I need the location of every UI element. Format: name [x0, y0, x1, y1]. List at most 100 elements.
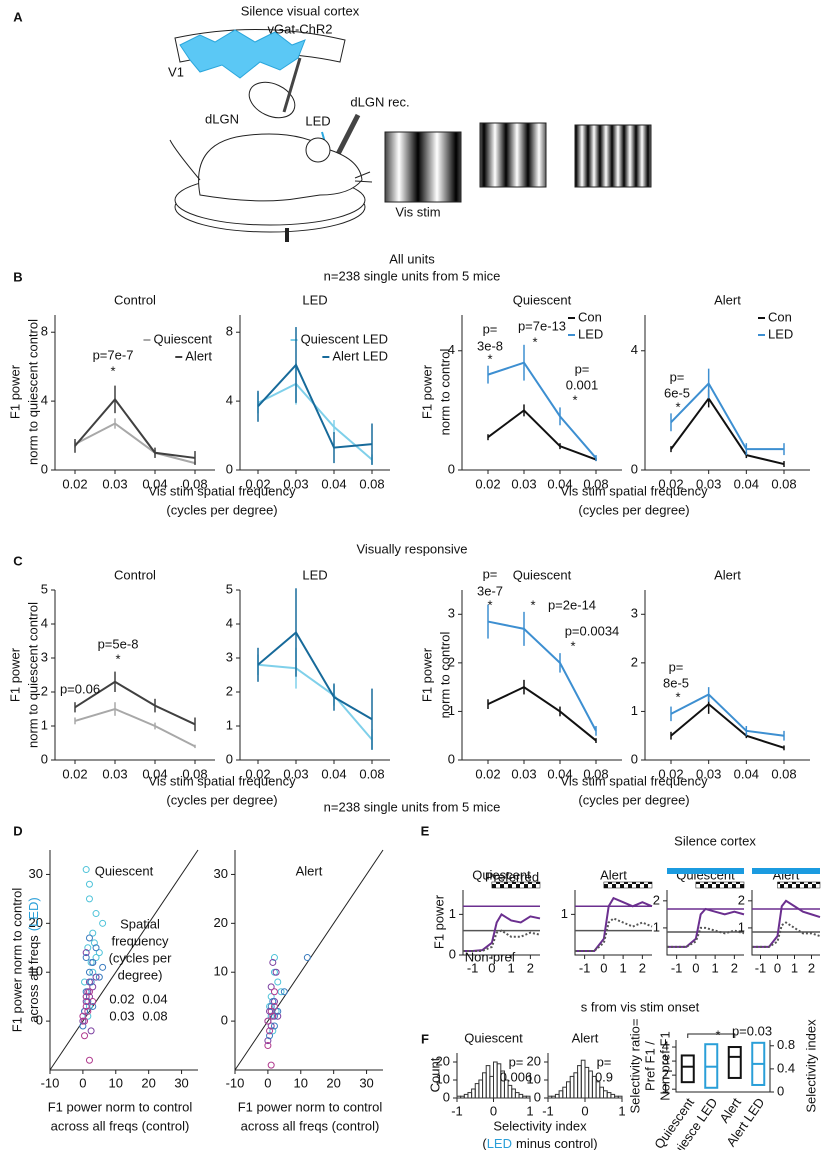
x-tick-label: 1	[791, 960, 798, 975]
chart-title: LED	[302, 567, 327, 582]
scatter-point	[269, 1027, 277, 1035]
scatter-point	[81, 978, 89, 986]
y-tick-label: 0	[221, 1013, 228, 1028]
series-line	[74, 397, 196, 459]
histogram-bar	[566, 1081, 571, 1099]
legend-label: Quiescent	[153, 331, 212, 346]
series-line	[670, 396, 785, 466]
axis-line	[751, 890, 820, 956]
x-tick-label: 0.03	[102, 476, 127, 491]
x-tick-label: 2	[639, 960, 646, 975]
axis-label: across all freqs (control)	[241, 1118, 380, 1133]
scatter-point	[99, 963, 107, 971]
histogram-bar	[588, 1070, 593, 1099]
axis-label: (cycles per degree)	[166, 792, 277, 807]
axis-label: F1 power norm to control	[9, 888, 24, 1033]
x-tick-label: 30	[174, 1075, 188, 1090]
x-tick-label: -1	[755, 960, 767, 975]
y-tick-label: 0	[41, 461, 48, 476]
axis-label: F1 power	[419, 364, 434, 419]
annotation: *	[532, 334, 537, 349]
y-tick-label: 2	[448, 654, 455, 669]
scatter-point	[266, 1032, 274, 1040]
axis-label: norm to control	[437, 632, 452, 719]
axis-label: F1 power	[419, 647, 434, 702]
histogram-bar	[482, 1072, 487, 1099]
y-tick-label: 2	[226, 683, 233, 698]
legend-label: 0.04	[142, 991, 167, 1006]
y-tick-label: 0	[443, 1089, 450, 1104]
legend-label: 0.08	[142, 1008, 167, 1023]
histogram-bar	[603, 1090, 608, 1099]
series-line	[257, 382, 373, 461]
scatter-point	[264, 1042, 272, 1050]
x-tick-label: 1	[618, 1103, 625, 1118]
panel-letter: B	[13, 269, 22, 284]
scatter-point	[89, 983, 97, 991]
axis-line	[462, 890, 540, 956]
axis-label: frequency	[111, 933, 169, 948]
axis-label: norm to quiescent control	[25, 319, 40, 465]
axis-label: across all freqs (control)	[51, 1118, 190, 1133]
y-tick-label: 2	[662, 1067, 669, 1082]
axis-label: Selectivity index	[803, 1019, 818, 1113]
axis-line	[666, 890, 744, 956]
x-tick-label: 1	[620, 960, 627, 975]
y-tick-label: 1	[449, 906, 456, 921]
x-tick-label: 0.04	[321, 766, 346, 781]
x-tick-label: 0.08	[771, 766, 796, 781]
series-line	[487, 685, 597, 742]
y-tick-label: 10	[29, 964, 43, 979]
y-tick-label: 1	[561, 906, 568, 921]
scatter-point	[270, 1002, 278, 1010]
axis-label-part: (	[482, 1136, 487, 1150]
legend-label: LED	[578, 326, 603, 341]
scatter-point	[85, 934, 93, 942]
annotation: 6e-5	[664, 385, 690, 400]
scatter-point	[79, 1012, 87, 1020]
y-tick-label: 4	[448, 342, 455, 357]
x-tick-label: -1	[579, 960, 591, 975]
scatter-point	[85, 988, 93, 996]
x-tick-label: 0	[692, 960, 699, 975]
y-tick-label: 0	[448, 751, 455, 766]
y-tick-label: 3	[662, 1053, 669, 1068]
histogram-bar	[614, 1095, 619, 1099]
y-tick-label: 1	[653, 919, 660, 934]
y-tick-label: 0.8	[777, 1037, 795, 1052]
scatter-point	[270, 988, 278, 996]
histogram-bar	[610, 1093, 616, 1099]
x-tick-label: 0.08	[583, 766, 608, 781]
annotation: p=	[575, 361, 590, 376]
scatter-point	[274, 978, 282, 986]
legend-label: 0.03	[109, 1008, 134, 1023]
y-tick-label: 0	[448, 461, 455, 476]
axis-label: norm to quiescent control	[25, 602, 40, 748]
axis-label: F1 power	[431, 894, 446, 949]
axis-label: F1 power norm to control	[238, 1099, 383, 1114]
scatter-point	[79, 1022, 87, 1030]
scatter-point	[92, 944, 100, 952]
series-line	[752, 921, 821, 948]
axis-label-part: across all freqs	[26, 935, 41, 1023]
section-header: All units	[389, 251, 435, 266]
y-tick-label: 2	[41, 683, 48, 698]
x-tick-label: 0.04	[142, 476, 167, 491]
y-tick-label: 0	[534, 1089, 541, 1104]
x-tick-label: 2	[731, 960, 738, 975]
chart-title: Alert	[714, 567, 741, 582]
histogram-bar	[507, 1084, 513, 1099]
x-tick-label: 0.02	[245, 476, 270, 491]
y-tick-label: 8	[226, 324, 233, 339]
label: dLGN rec.	[350, 94, 409, 109]
axis-label: Vis stim spatial frequency	[148, 773, 296, 788]
y-tick-label: 4	[662, 1038, 669, 1053]
section-header: Silence cortex	[674, 833, 756, 848]
x-tick-label: 20	[141, 1075, 155, 1090]
legend-label: 0.02	[109, 991, 134, 1006]
scatter-point	[81, 1017, 89, 1025]
panel-a-title: vGat-ChR2	[267, 21, 332, 36]
axis-label: (cycles per degree)	[578, 792, 689, 807]
annotation: p=0.06	[60, 681, 100, 696]
scatter-point	[84, 1012, 92, 1020]
